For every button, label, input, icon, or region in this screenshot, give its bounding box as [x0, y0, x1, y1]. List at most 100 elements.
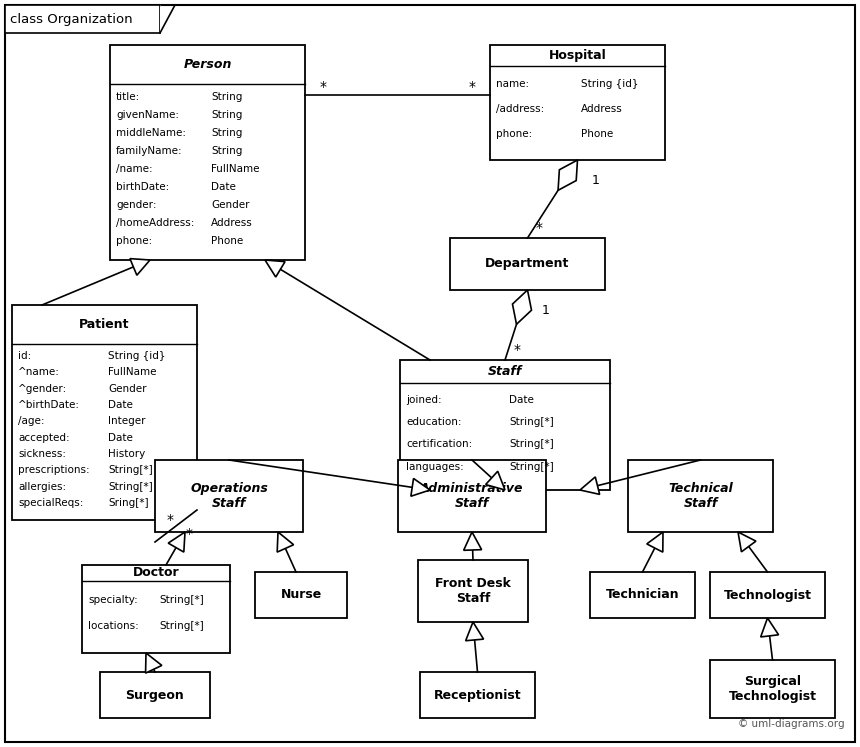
Text: String[*]: String[*] — [159, 621, 204, 631]
Text: birthDate:: birthDate: — [116, 182, 169, 192]
Text: Department: Department — [485, 258, 569, 270]
Text: Technologist: Technologist — [723, 589, 812, 601]
Bar — [710, 660, 835, 718]
Polygon shape — [465, 622, 483, 641]
Text: name:: name: — [496, 79, 529, 90]
Polygon shape — [265, 260, 285, 277]
Text: class Organization: class Organization — [10, 13, 132, 25]
Bar — [255, 572, 347, 618]
Polygon shape — [464, 532, 482, 551]
Bar — [590, 572, 695, 618]
Polygon shape — [558, 160, 578, 190]
Text: String {id}: String {id} — [581, 79, 638, 90]
Text: Staff: Staff — [488, 365, 522, 378]
Text: String: String — [212, 128, 243, 138]
Polygon shape — [145, 653, 162, 673]
Text: *: * — [536, 221, 543, 235]
Text: phone:: phone: — [496, 129, 532, 139]
Text: title:: title: — [116, 92, 140, 102]
Text: History: History — [108, 449, 145, 459]
Text: Date: Date — [108, 400, 133, 410]
Text: ^name:: ^name: — [18, 368, 60, 377]
Text: Operations
Staff: Operations Staff — [190, 482, 268, 510]
Text: Nurse: Nurse — [280, 589, 322, 601]
Bar — [12, 305, 197, 520]
Text: Address: Address — [212, 218, 253, 228]
Text: Phone: Phone — [581, 129, 613, 139]
Text: *: * — [513, 343, 520, 357]
Text: Gender: Gender — [212, 200, 250, 210]
Text: Phone: Phone — [212, 236, 243, 246]
Text: /address:: /address: — [496, 104, 544, 114]
Bar — [400, 360, 610, 490]
Text: givenName:: givenName: — [116, 110, 179, 120]
Text: Date: Date — [509, 395, 534, 405]
Polygon shape — [738, 532, 756, 552]
Text: sickness:: sickness: — [18, 449, 66, 459]
Text: Sring[*]: Sring[*] — [108, 498, 149, 508]
Text: Patient: Patient — [79, 318, 130, 331]
Text: education:: education: — [406, 418, 462, 427]
Text: © uml-diagrams.org: © uml-diagrams.org — [739, 719, 845, 729]
Bar — [420, 672, 535, 718]
Bar — [710, 572, 825, 618]
Text: Hospital: Hospital — [549, 49, 606, 62]
Text: Surgeon: Surgeon — [126, 689, 184, 701]
Text: String: String — [212, 110, 243, 120]
Polygon shape — [169, 532, 185, 552]
Text: 1: 1 — [542, 303, 550, 317]
Text: /name:: /name: — [116, 164, 152, 174]
Text: Surgical
Technologist: Surgical Technologist — [728, 675, 816, 703]
Text: Gender: Gender — [108, 384, 147, 394]
Polygon shape — [160, 5, 175, 33]
Text: accepted:: accepted: — [18, 433, 70, 442]
Text: FullName: FullName — [212, 164, 260, 174]
Text: Technical
Staff: Technical Staff — [668, 482, 733, 510]
Text: phone:: phone: — [116, 236, 152, 246]
Text: ^birthDate:: ^birthDate: — [18, 400, 80, 410]
Text: Address: Address — [581, 104, 623, 114]
Bar — [155, 460, 303, 532]
Text: Date: Date — [108, 433, 133, 442]
Polygon shape — [761, 618, 778, 637]
Polygon shape — [130, 258, 150, 275]
Text: Receptionist: Receptionist — [433, 689, 521, 701]
Text: languages:: languages: — [406, 462, 464, 471]
Bar — [450, 238, 605, 290]
Text: String[*]: String[*] — [159, 595, 204, 605]
Text: /age:: /age: — [18, 416, 45, 427]
Text: Front Desk
Staff: Front Desk Staff — [435, 577, 511, 605]
Text: Person: Person — [183, 58, 231, 71]
Polygon shape — [411, 478, 430, 496]
Text: String[*]: String[*] — [108, 482, 153, 492]
Polygon shape — [513, 290, 531, 324]
Polygon shape — [277, 532, 293, 552]
Bar — [398, 460, 546, 532]
Text: String[*]: String[*] — [509, 462, 554, 471]
Text: String[*]: String[*] — [509, 439, 554, 450]
Text: id:: id: — [18, 351, 31, 361]
Text: allergies:: allergies: — [18, 482, 66, 492]
Bar — [5, 5, 160, 33]
Bar — [418, 560, 528, 622]
Text: *: * — [167, 513, 174, 527]
Text: String {id}: String {id} — [108, 351, 166, 361]
Bar — [490, 45, 665, 160]
Text: String: String — [212, 146, 243, 156]
Text: String: String — [212, 92, 243, 102]
Bar — [100, 672, 210, 718]
Text: Technician: Technician — [605, 589, 679, 601]
Text: certification:: certification: — [406, 439, 472, 450]
Bar — [82, 565, 230, 653]
Text: String[*]: String[*] — [108, 465, 153, 475]
Text: ^gender:: ^gender: — [18, 384, 67, 394]
Text: joined:: joined: — [406, 395, 442, 405]
Bar — [628, 460, 773, 532]
Text: String[*]: String[*] — [509, 418, 554, 427]
Text: FullName: FullName — [108, 368, 157, 377]
Polygon shape — [580, 477, 599, 495]
Text: specialty:: specialty: — [88, 595, 138, 605]
Text: /homeAddress:: /homeAddress: — [116, 218, 194, 228]
Text: *: * — [186, 527, 193, 541]
Text: *: * — [320, 80, 327, 94]
